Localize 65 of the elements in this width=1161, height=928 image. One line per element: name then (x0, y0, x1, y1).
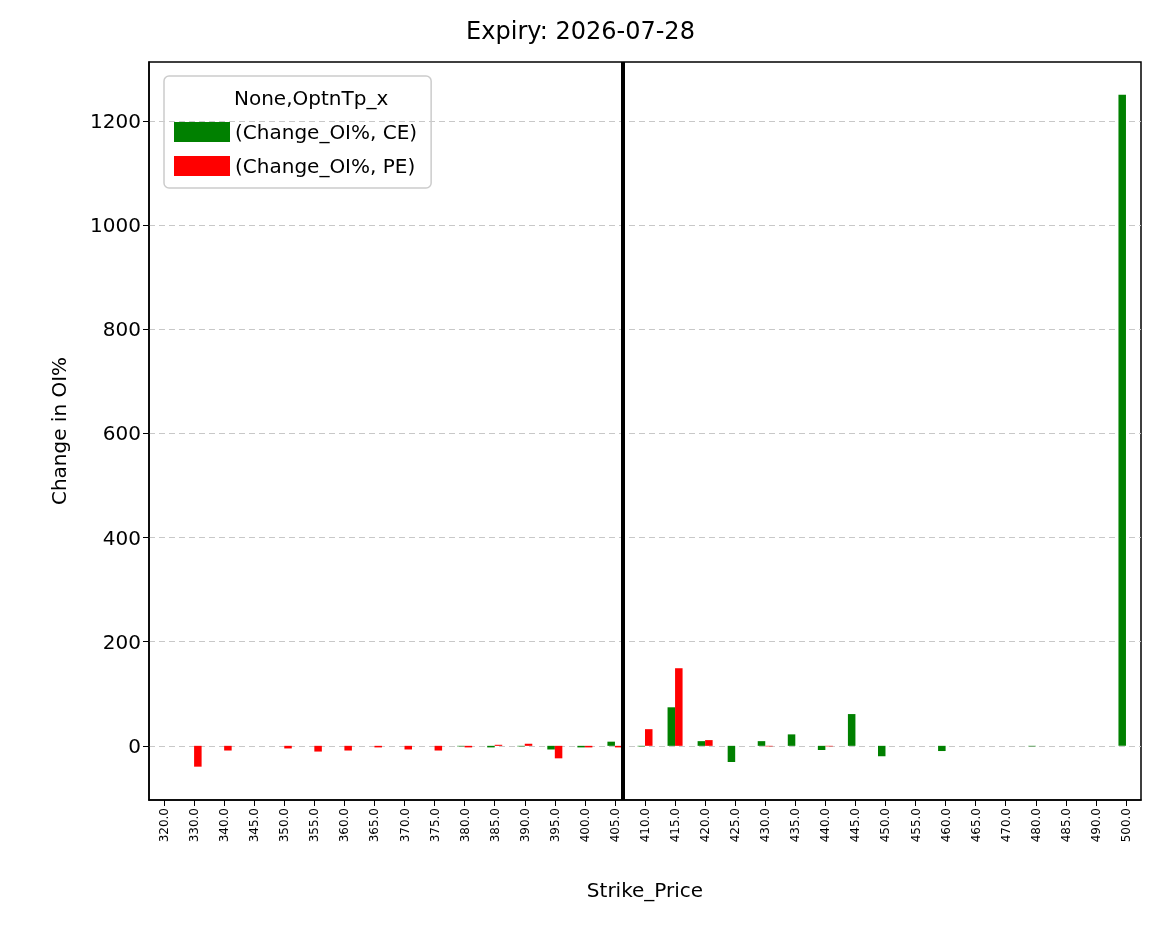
bar (877, 745, 886, 757)
x-tick-label: 415.0 (668, 808, 683, 843)
legend-label: (Change_OI%, PE) (235, 154, 416, 178)
bar (645, 729, 653, 746)
x-tick-label: 340.0 (217, 808, 232, 843)
bar (787, 734, 796, 746)
x-tick-label: 430.0 (758, 808, 773, 843)
y-tick-label: 200 (102, 629, 141, 654)
x-tick-label: 425.0 (728, 808, 743, 843)
bar (224, 745, 232, 751)
x-tick-label: 390.0 (517, 808, 532, 843)
x-tick-label: 440.0 (818, 808, 833, 843)
x-tick-label: 500.0 (1118, 808, 1133, 843)
y-tick-label: 400 (102, 525, 141, 550)
x-tick-label: 320.0 (157, 808, 172, 843)
bar (757, 741, 766, 746)
bar (938, 745, 946, 752)
x-tick-label: 330.0 (187, 808, 202, 843)
x-tick-label: 360.0 (337, 808, 352, 843)
bar (727, 745, 736, 762)
chart-title: Expiry: 2026-07-28 (466, 17, 695, 45)
bar (434, 745, 443, 751)
bar (667, 707, 676, 746)
x-tick-label: 490.0 (1088, 808, 1103, 843)
bar (194, 745, 202, 767)
x-tick-label: 395.0 (547, 808, 562, 843)
y-tick-label: 1000 (90, 213, 141, 238)
bar (607, 741, 615, 746)
x-tick-label: 480.0 (1028, 808, 1043, 843)
x-tick-label: 345.0 (247, 808, 262, 843)
x-tick-label: 420.0 (698, 808, 713, 843)
x-tick-label: 445.0 (848, 808, 863, 843)
x-tick-label: 460.0 (938, 808, 953, 843)
x-tick-label: 435.0 (788, 808, 803, 843)
bar (1118, 94, 1126, 746)
bar (344, 745, 352, 751)
y-tick-label: 0 (128, 733, 141, 758)
x-tick-label: 365.0 (367, 808, 382, 843)
bar (675, 668, 683, 746)
bar (705, 740, 713, 746)
y-tick-label: 600 (102, 421, 141, 446)
legend-title: None,OptnTp_x (234, 86, 389, 110)
bar (314, 745, 322, 752)
bar (847, 714, 856, 746)
x-tick-label: 455.0 (908, 808, 923, 843)
x-tick-label: 370.0 (397, 808, 412, 843)
x-tick-label: 355.0 (307, 808, 322, 843)
x-tick-label: 375.0 (427, 808, 442, 843)
bar (817, 745, 826, 750)
x-tick-label: 465.0 (968, 808, 983, 843)
x-tick-label: 400.0 (577, 808, 592, 843)
legend-label: (Change_OI%, CE) (235, 120, 418, 144)
x-tick-label: 350.0 (277, 808, 292, 843)
x-tick-label: 485.0 (1058, 808, 1073, 843)
x-tick-label: 405.0 (607, 808, 622, 843)
y-axis-title: Change in OI% (47, 356, 71, 506)
x-tick-label: 410.0 (638, 808, 652, 843)
x-axis-title: Strike_Price (586, 878, 704, 902)
x-tick-label: 450.0 (878, 808, 893, 843)
y-tick-label: 1200 (90, 108, 141, 133)
y-tick-label: 800 (102, 317, 141, 342)
x-tick-label: 385.0 (487, 808, 502, 843)
x-tick-label: 380.0 (457, 808, 472, 843)
x-tick-label: 470.0 (998, 808, 1013, 843)
bar (697, 741, 706, 746)
